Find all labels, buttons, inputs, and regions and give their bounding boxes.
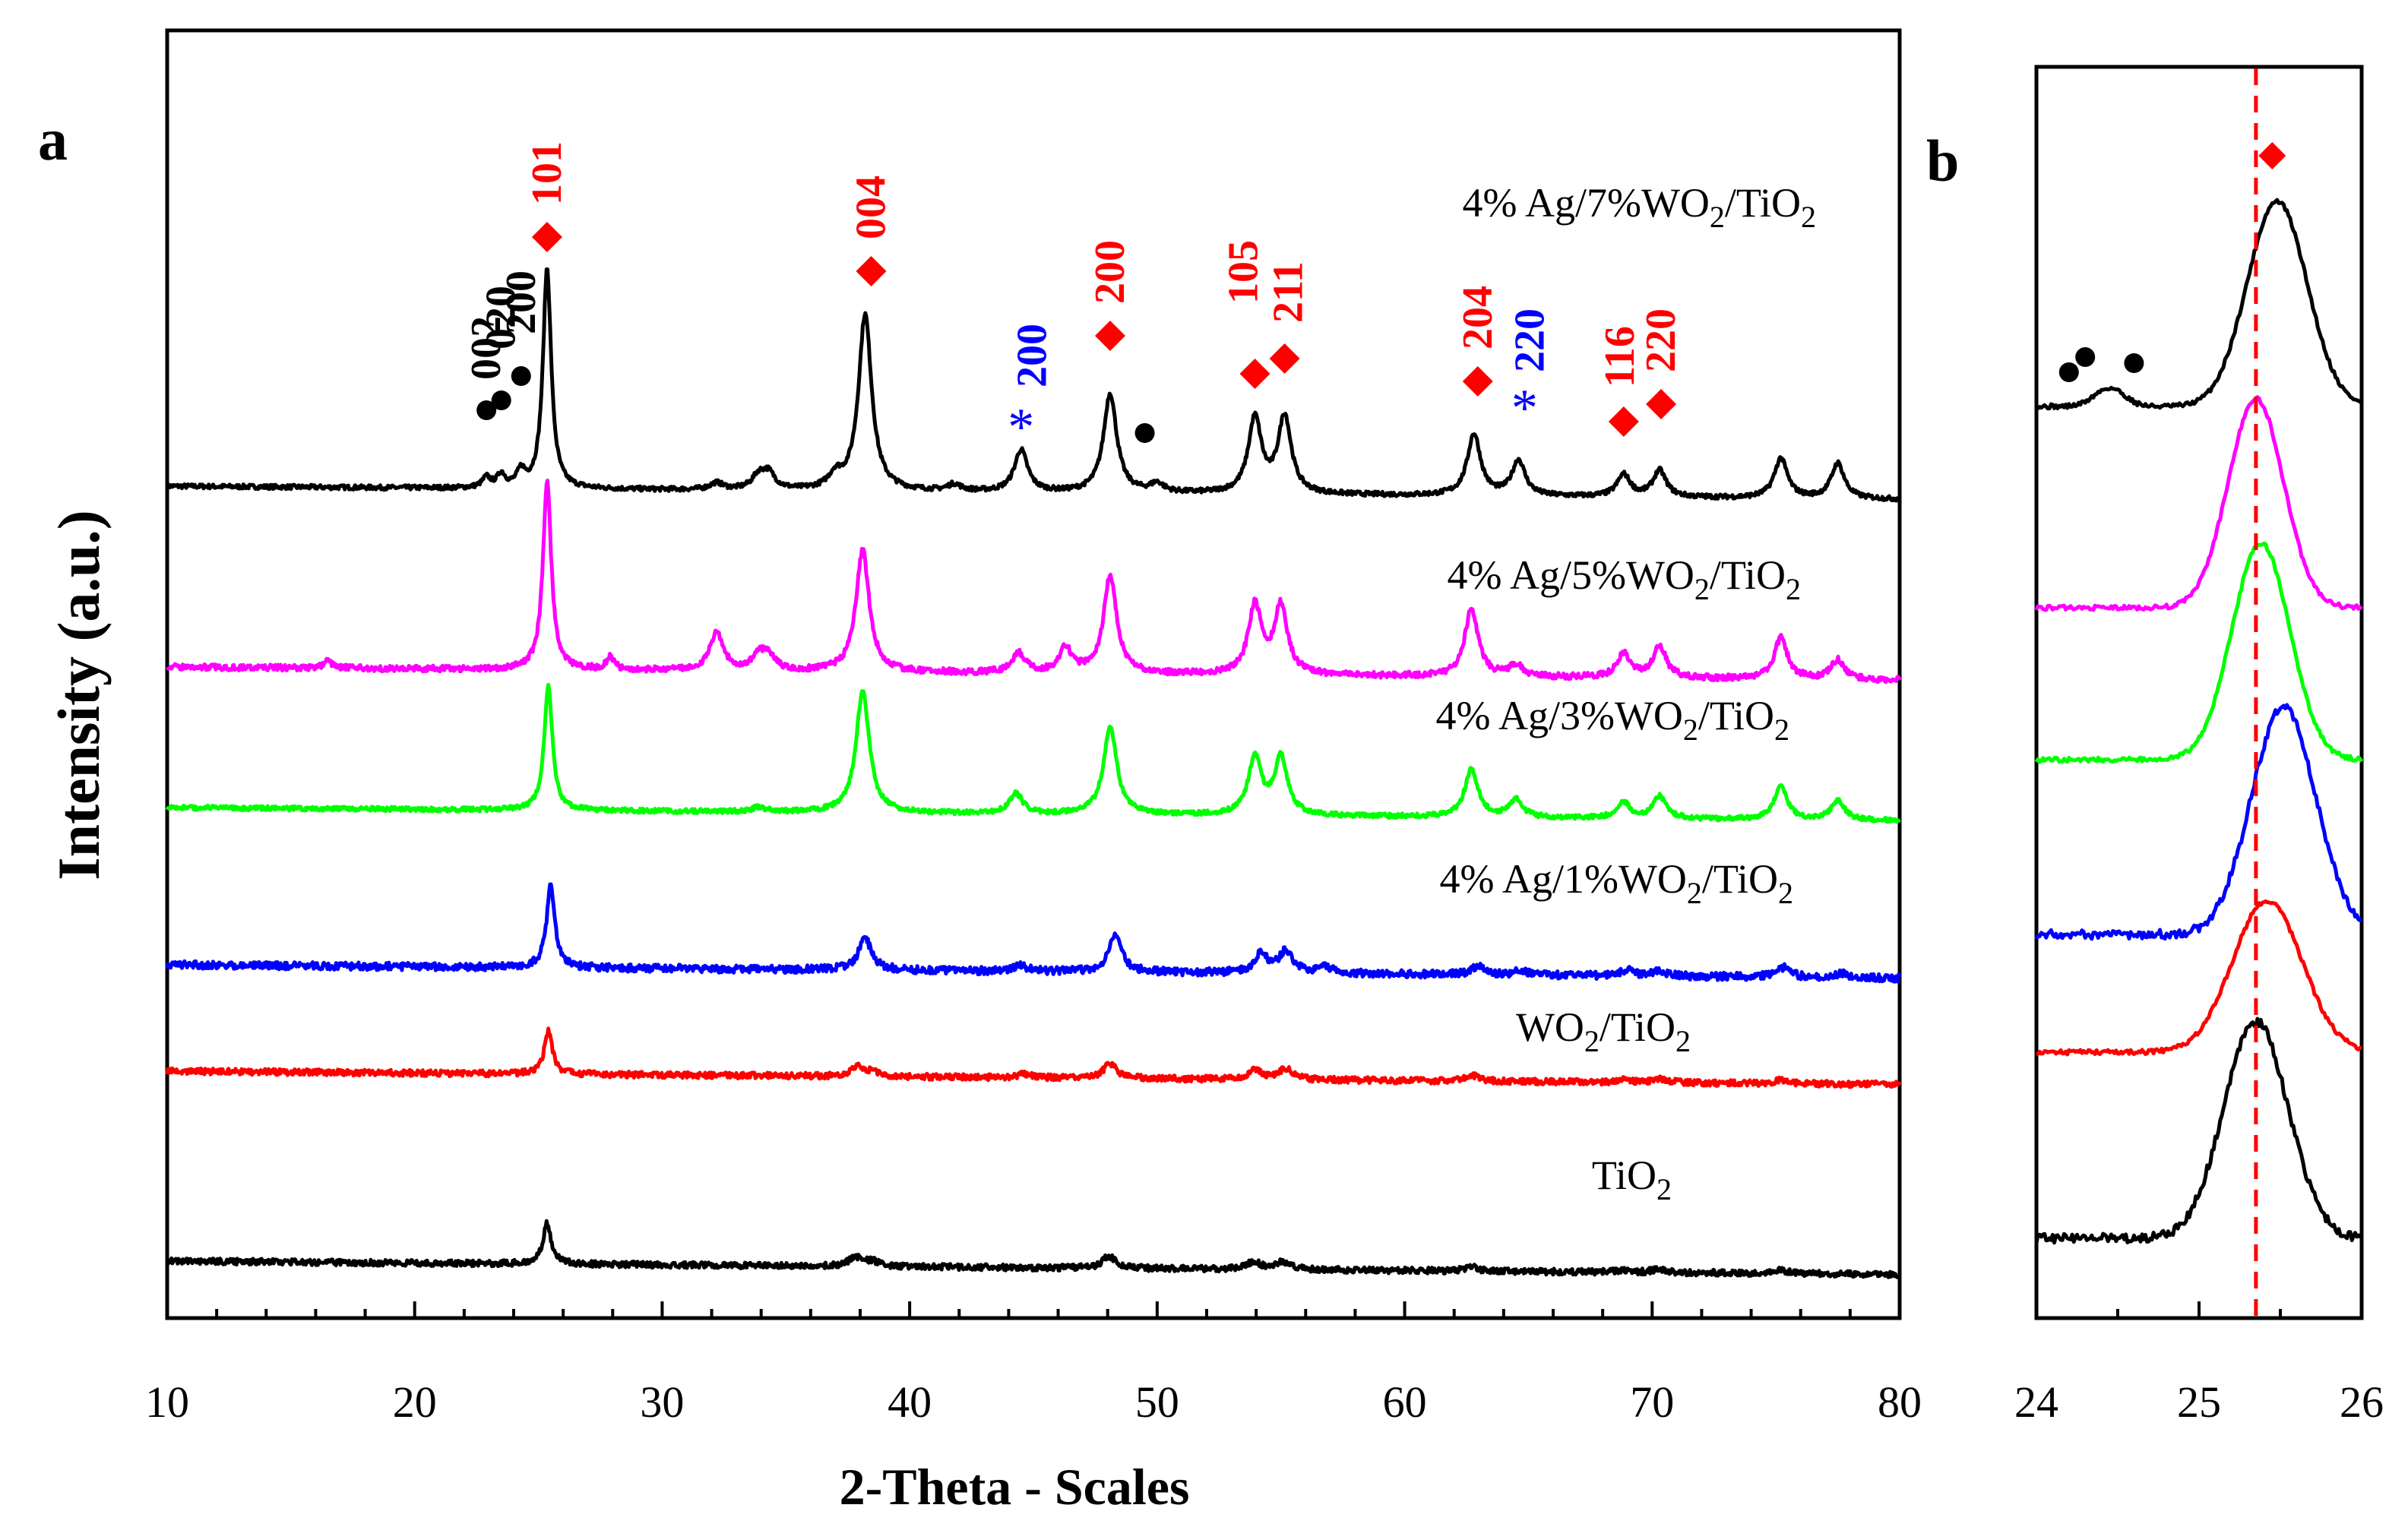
peak-label: 211 — [1265, 261, 1312, 323]
panel-label-b: b — [1926, 128, 1959, 194]
x-axis-ticks-b: 24 25 26 — [2014, 1301, 2384, 1427]
diamond-marker — [531, 222, 562, 252]
panel-b: 24 25 26 b — [1926, 65, 2384, 1427]
series-label: 4% Ag/5%WO2/TiO2 — [1447, 552, 1801, 606]
series-label: WO2/TiO2 — [1516, 1004, 1691, 1058]
curves-a — [165, 267, 1902, 1279]
series-label: 4% Ag/3%WO2/TiO2 — [1435, 693, 1789, 747]
peak-label: 101 — [524, 141, 571, 205]
y-axis-title: Intensity (a.u.) — [46, 510, 112, 880]
peak-label: 200 — [1087, 240, 1134, 304]
dot-marker-b — [2124, 353, 2144, 373]
peak-label: 200 — [498, 270, 545, 334]
series-line-a — [165, 1026, 1902, 1089]
series-label: 4% Ag/1%WO2/TiO2 — [1439, 856, 1793, 910]
x-tick-label-a: 70 — [1630, 1377, 1674, 1427]
series-line-b — [2036, 899, 2362, 1057]
diamond-marker — [1462, 366, 1493, 397]
peak-label: 204 — [1454, 286, 1501, 349]
x-axis-title: 2-Theta - Scales — [840, 1458, 1190, 1516]
peak-label: 200 — [1009, 324, 1056, 387]
peak-label: 220 — [1638, 308, 1685, 372]
asterisk-marker: * — [1008, 398, 1034, 457]
peak-label: 002 — [463, 316, 510, 380]
x-tick-label-b: 26 — [2340, 1377, 2384, 1427]
series-line-b — [2036, 198, 2363, 411]
asterisk-marker: * — [1511, 379, 1538, 438]
series-label: 4% Ag/7%WO2/TiO2 — [1462, 180, 1816, 234]
series-labels-a: 4% Ag/7%WO2/TiO2 4% Ag/5%WO2/TiO2 4% Ag/3%… — [1435, 180, 1816, 1206]
peak-label: 220 — [1506, 308, 1553, 372]
peak-label: 116 — [1596, 326, 1644, 387]
peak-label: 020 — [478, 286, 525, 349]
series-line-a — [165, 682, 1901, 824]
x-tick-label-a: 60 — [1383, 1377, 1427, 1427]
peak-label: 105 — [1220, 240, 1267, 304]
x-tick-label-a: 20 — [393, 1377, 437, 1427]
diamond-marker — [1094, 321, 1125, 351]
annotations-b — [2058, 68, 2286, 1317]
peak-label: 004 — [848, 175, 895, 239]
x-tick-label-a: 40 — [888, 1377, 932, 1427]
diamond-marker — [1269, 343, 1300, 374]
diamond-marker — [856, 256, 887, 286]
x-tick-label-a: 10 — [145, 1377, 189, 1427]
series-line-a — [166, 1219, 1901, 1279]
dot-marker — [511, 366, 531, 386]
series-line-a — [165, 882, 1902, 984]
dot-marker — [491, 390, 511, 410]
x-tick-label-b: 24 — [2014, 1377, 2058, 1427]
series-label: TiO2 — [1592, 1152, 1672, 1206]
dot-marker — [476, 400, 497, 420]
x-tick-label-a: 50 — [1135, 1377, 1179, 1427]
diamond-marker — [1608, 406, 1639, 437]
panel-label-a: a — [38, 106, 68, 172]
x-tick-label-b: 25 — [2177, 1377, 2221, 1427]
diamond-marker — [1646, 389, 1677, 419]
plot-frame-b — [2034, 65, 2364, 1320]
x-tick-label-a: 30 — [640, 1377, 684, 1427]
diamond-marker-b — [2258, 142, 2286, 169]
x-axis-ticks-a: 10 20 30 40 50 60 70 80 — [145, 1301, 1922, 1427]
series-line-b — [2034, 541, 2364, 764]
curves-b — [2034, 198, 2364, 1245]
diamond-marker — [1239, 359, 1270, 389]
dot-marker-b — [2075, 347, 2096, 367]
series-line-a — [166, 479, 1902, 684]
series-line-b — [2034, 395, 2363, 612]
dot-marker-b — [2058, 362, 2079, 382]
series-line-b — [2034, 703, 2363, 941]
dot-marker — [1134, 423, 1155, 443]
series-line-a — [165, 267, 1901, 503]
plot-frame-a — [165, 28, 1902, 1320]
series-line-b — [2034, 1016, 2362, 1245]
x-tick-label-a: 80 — [1878, 1377, 1922, 1427]
